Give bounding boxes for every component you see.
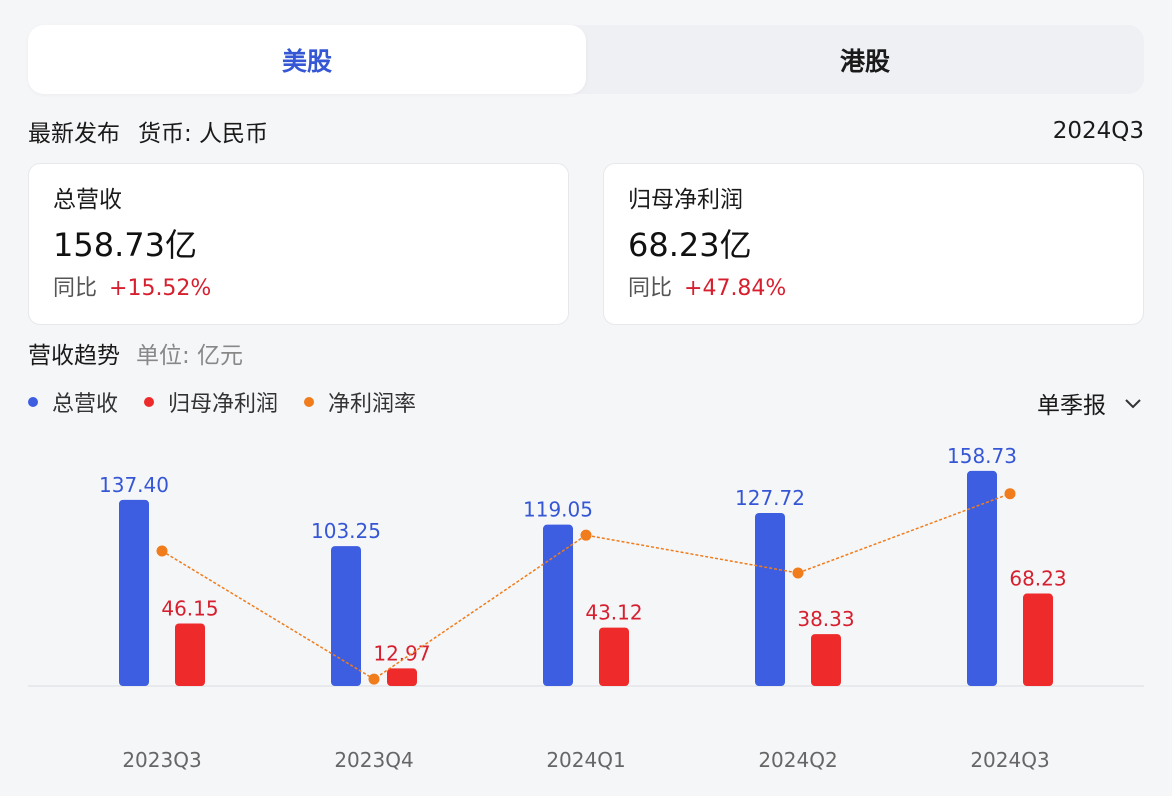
card-yoy: 同比 +47.84% bbox=[628, 274, 1119, 304]
yoy-value: +47.84% bbox=[684, 276, 787, 301]
card-value: 158.73亿 bbox=[53, 226, 197, 264]
report-period: 2024Q3 bbox=[1052, 118, 1144, 144]
period-dropdown[interactable]: 单季报 bbox=[1037, 386, 1142, 420]
legend-item-net-profit[interactable]: 归母净利润 bbox=[144, 386, 278, 418]
net-profit-data-label: 12.97 bbox=[373, 641, 430, 665]
x-tick-label: 2023Q3 bbox=[122, 748, 201, 772]
chevron-down-icon bbox=[1125, 399, 1141, 409]
x-tick-label: 2023Q4 bbox=[334, 748, 413, 772]
net-profit-bar bbox=[811, 634, 841, 686]
revenue-bar bbox=[967, 470, 997, 686]
yoy-value: +15.52% bbox=[109, 276, 212, 301]
net-profit-bar bbox=[175, 623, 205, 686]
legend-dot-revenue bbox=[28, 397, 38, 407]
net-profit-card[interactable]: 归母净利润 68.23亿 同比 +47.84% bbox=[603, 163, 1144, 325]
revenue-bar bbox=[755, 512, 785, 686]
trend-header: 营收趋势 单位: 亿元 bbox=[28, 336, 243, 370]
trend-title: 营收趋势 bbox=[28, 343, 120, 369]
legend-dot-net-profit bbox=[144, 397, 155, 407]
net-profit-data-label: 38.33 bbox=[797, 607, 854, 631]
net-profit-data-label: 43.12 bbox=[585, 601, 642, 625]
legend-label-net-margin: 净利润率 bbox=[328, 392, 417, 417]
yoy-label: 同比 bbox=[53, 276, 98, 301]
x-tick-label: 2024Q1 bbox=[546, 748, 625, 772]
net-profit-data-label: 46.15 bbox=[161, 596, 218, 620]
revenue-data-label: 127.72 bbox=[735, 486, 805, 510]
yoy-label: 同比 bbox=[628, 276, 673, 301]
currency-label: 货币: 人民币 bbox=[138, 121, 269, 147]
card-title: 归母净利润 bbox=[628, 187, 743, 213]
net-margin-point bbox=[368, 673, 380, 685]
legend-label-revenue: 总营收 bbox=[52, 392, 119, 417]
release-info: 最新发布 货币: 人民币 2024Q3 bbox=[28, 114, 1144, 148]
net-margin-point bbox=[792, 567, 804, 579]
x-tick-label: 2024Q2 bbox=[758, 748, 837, 772]
net-margin-point bbox=[580, 529, 592, 541]
card-yoy: 同比 +15.52% bbox=[53, 274, 544, 304]
net-margin-line bbox=[161, 492, 1011, 681]
legend-item-revenue[interactable]: 总营收 bbox=[28, 386, 118, 418]
chart-legend: 总营收 归母净利润 净利润率 bbox=[28, 386, 442, 418]
revenue-data-label: 119.05 bbox=[523, 498, 593, 522]
revenue-trend-chart: 137.40 46.15 2023Q3 103.25 12.97 2023Q4 119.05… bbox=[28, 444, 1144, 772]
net-profit-bar bbox=[1023, 593, 1053, 686]
revenue-bar bbox=[331, 546, 361, 686]
net-profit-bar bbox=[599, 627, 629, 686]
revenue-data-label: 158.73 bbox=[947, 444, 1017, 468]
legend-dot-net-margin bbox=[304, 397, 315, 407]
period-dropdown-label: 单季报 bbox=[1037, 393, 1106, 419]
revenue-bar bbox=[543, 524, 573, 686]
latest-release-label: 最新发布 bbox=[28, 121, 120, 147]
net-margin-point bbox=[1004, 488, 1016, 500]
legend-label-net-profit: 归母净利润 bbox=[168, 392, 279, 417]
market-tabs: 美股 港股 bbox=[28, 25, 1144, 94]
revenue-data-label: 137.40 bbox=[99, 473, 169, 497]
tab-us-stock[interactable]: 美股 bbox=[28, 25, 586, 94]
net-profit-bar bbox=[387, 668, 417, 686]
total-revenue-card[interactable]: 总营收 158.73亿 同比 +15.52% bbox=[28, 163, 569, 325]
card-title: 总营收 bbox=[53, 187, 122, 213]
revenue-bar bbox=[119, 499, 149, 686]
trend-unit: 单位: 亿元 bbox=[136, 343, 244, 369]
x-tick-label: 2024Q3 bbox=[970, 748, 1049, 772]
revenue-data-label: 103.25 bbox=[311, 519, 381, 543]
card-value: 68.23亿 bbox=[628, 226, 752, 264]
net-margin-point bbox=[156, 545, 168, 557]
tab-hk-stock[interactable]: 港股 bbox=[839, 46, 890, 76]
legend-item-net-margin[interactable]: 净利润率 bbox=[304, 386, 416, 418]
net-profit-data-label: 68.23 bbox=[1009, 567, 1066, 591]
